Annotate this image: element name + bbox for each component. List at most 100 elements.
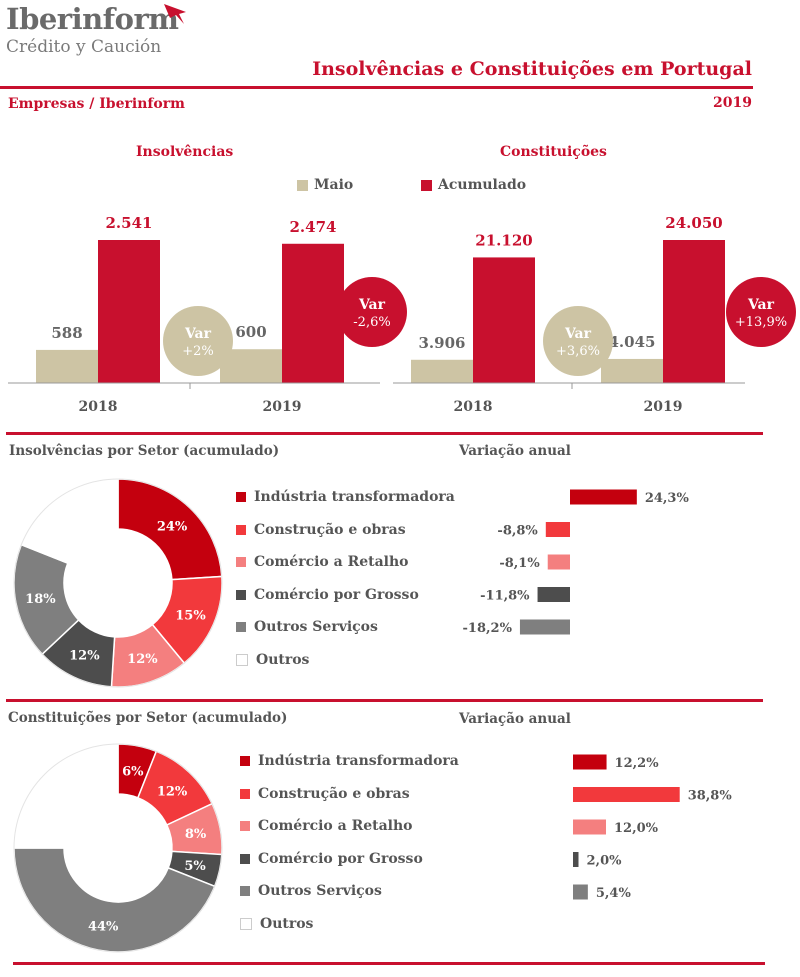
legend-acumulado-label: Acumulado [438, 177, 527, 193]
legend-maio-label: Maio [314, 177, 354, 193]
constituicoes-variacao-title: Variação anual [459, 711, 571, 727]
insolvencias-bar-maio-2018 [36, 349, 98, 383]
constituicoes-label-acumulado-2019: 24.050 [665, 214, 722, 232]
constituicoes-legend-swatch-outros [240, 917, 252, 930]
constituicoes-variacao-value-industria-transformadora: 12,2% [615, 756, 660, 771]
insolvencias-legend-swatch-construcao-e-obras [236, 524, 246, 535]
constituicoes-variacao-value-construcao-e-obras: 38,8% [688, 789, 733, 804]
constituicoes-donut-slice-label-comercio-a-retalho: 8% [185, 827, 207, 842]
insolvencias-legend-swatch-comercio-por-grosso [236, 589, 246, 600]
insolvencias-variacao-bar-industria-transformadora [570, 489, 637, 505]
insolvencias-legend-item-outros-servicos: Outros Serviços [236, 611, 455, 644]
constituicoes-legend-item-comercio-por-grosso: Comércio por Grosso [240, 843, 459, 876]
constituicoes-setor-title: Constituições por Setor (acumulado) [8, 710, 288, 726]
insolvencias-donut-slice-label-industria-transformadora: 24% [157, 519, 188, 534]
constituicoes-variacao-bar-comercio-a-retalho [573, 819, 606, 835]
insolvencias-legend-label-outros: Outros [256, 651, 310, 668]
insolvencias-variacao-value-industria-transformadora: 24,3% [645, 491, 690, 506]
constituicoes-donut-chart: 6% 12% 8% 5% 44% [13, 743, 223, 953]
insolvencias-label-acumulado-2018: 2.541 [106, 214, 153, 232]
constituicoes-bar-acumulado-2018 [473, 257, 535, 383]
constituicoes-legend-swatch-industria-transformadora [240, 756, 250, 767]
bar-charts: 588 2.541 2018 600 2.474 2019 Var +2% Var -2,6% 3.… [8, 214, 796, 415]
insolvencias-bar-maio-2019 [220, 349, 282, 383]
constituicoes-legend-item-outros-servicos: Outros Serviços [240, 875, 459, 908]
constituicoes-label-maio-2019: 4.045 [609, 333, 656, 351]
constituicoes-donut-slice-outros [13, 743, 119, 849]
constituicoes-donut-outline [13, 743, 223, 953]
insolvencias-variacao-value-comercio-por-grosso: -11,8% [480, 589, 530, 604]
constituicoes-variacao-bar-industria-transformadora [573, 754, 607, 770]
legend-maio: Maio [297, 177, 353, 193]
constituicoes-bar-maio-2018 [411, 359, 473, 383]
insolvencias-var-bubble-maio [163, 306, 233, 376]
insolvencias-donut-slice-label-construcao-e-obras: 15% [175, 608, 206, 623]
constituicoes-variacao-value-comercio-por-grosso: 2,0% [587, 854, 623, 869]
insolvencias-legend-swatch-outros-servicos [236, 622, 246, 633]
insolvencias-donut-slice-outros [20, 478, 119, 565]
constituicoes-var-label-maio: Var [564, 326, 592, 342]
insolvencias-var-bubble-acumulado [337, 277, 407, 347]
insolvencias-donut-outline [13, 478, 223, 688]
constituicoes-legend-label-industria-transformadora: Indústria transformadora [258, 753, 459, 770]
insolvencias-label-maio-2019: 600 [235, 323, 266, 341]
insolvencias-legend-label-comercio-a-retalho: Comércio a Retalho [254, 554, 409, 571]
section-divider-2 [6, 699, 763, 702]
year-label: 2019 [713, 95, 752, 111]
insolvencias-legend-item-industria-transformadora: Indústria transformadora [236, 481, 455, 514]
constituicoes-xtick-2018: 2018 [454, 399, 493, 415]
insolvencias-var-label-acumulado: Var [358, 297, 386, 313]
insolvencias-legend-item-outros: Outros [236, 644, 455, 677]
insolvencias-var-value-acumulado: -2,6% [353, 315, 390, 330]
constituicoes-legend-swatch-comercio-por-grosso [240, 853, 250, 864]
constituicoes-donut-slice-label-industria-transformadora: 6% [122, 764, 144, 779]
insolvencias-variacao-title: Variação anual [459, 443, 571, 459]
constituicoes-bar-maio-2019 [601, 358, 663, 383]
insolvencias-legend-item-comercio-por-grosso: Comércio por Grosso [236, 579, 455, 612]
constituicoes-legend-swatch-outros-servicos [240, 886, 250, 897]
legend-acumulado: Acumulado [421, 177, 526, 193]
insolvencias-legend-label-construcao-e-obras: Construção e obras [254, 521, 406, 538]
constituicoes-sector-legend: Indústria transformadora Construção e obr… [240, 745, 459, 940]
insolvencias-donut-chart: 24% 15% 12% 12% 18% [13, 478, 223, 688]
insolvencias-variacao-value-construcao-e-obras: -8,8% [497, 524, 538, 539]
insolvencias-label-maio-2018: 588 [51, 324, 82, 342]
insolvencias-variacao-chart: 24,3% -8,8% -8,1% -11,8% -18,2% [463, 489, 690, 636]
insolvencias-donut-slice-label-outros-servicos: 18% [25, 592, 56, 607]
insolvencias-var-value-maio: +2% [182, 344, 214, 359]
constituicoes-var-value-maio: +3,6% [556, 344, 600, 359]
insolvencias-xtick-2018: 2018 [79, 399, 118, 415]
insolvencias-legend-swatch-industria-transformadora [236, 492, 246, 503]
insolvencias-legend-swatch-comercio-a-retalho [236, 557, 246, 568]
legend-maio-swatch [297, 179, 308, 191]
insolvencias-var-label-maio: Var [184, 326, 212, 342]
constituicoes-legend-label-construcao-e-obras: Construção e obras [258, 785, 410, 802]
insolvencias-bar-acumulado-2019 [282, 243, 344, 383]
constituicoes-legend-item-construcao-e-obras: Construção e obras [240, 778, 459, 811]
constituicoes-legend-label-comercio-por-grosso: Comércio por Grosso [258, 850, 423, 867]
header-divider [0, 86, 753, 89]
constituicoes-legend-label-outros-servicos: Outros Serviços [258, 883, 382, 900]
insolvencias-sector-legend: Indústria transformadora Construção e obr… [236, 481, 455, 676]
constituicoes-variacao-value-outros-servicos: 5,4% [596, 886, 632, 901]
insolvencias-bar-acumulado-2018 [98, 240, 160, 383]
constituicoes-legend-swatch-comercio-a-retalho [240, 821, 250, 832]
insolvencias-donut-slice-label-comercio-por-grosso: 12% [69, 648, 100, 663]
footer-divider [13, 962, 765, 965]
constituicoes-label-acumulado-2018: 21.120 [475, 231, 532, 249]
insolvencias-legend-label-comercio-por-grosso: Comércio por Grosso [254, 586, 419, 603]
insolvencias-variacao-value-comercio-a-retalho: -8,1% [499, 556, 540, 571]
constituicoes-donut-slice-label-comercio-por-grosso: 5% [184, 859, 206, 874]
constituicoes-bar-acumulado-2019 [663, 240, 725, 383]
brand-name: Iberinform [6, 2, 179, 36]
insolvencias-legend-item-construcao-e-obras: Construção e obras [236, 514, 455, 547]
constituicoes-variacao-bar-construcao-e-obras [573, 787, 680, 802]
insolvencias-donut-slice-label-comercio-a-retalho: 12% [127, 652, 158, 667]
insolvencias-variacao-value-outros-servicos: -18,2% [463, 621, 513, 636]
constituicoes-var-bubble-acumulado [726, 277, 796, 347]
constituicoes-var-label-acumulado: Var [747, 297, 775, 313]
constituicoes-xtick-2019: 2019 [644, 399, 683, 415]
constituicoes-legend-label-comercio-a-retalho: Comércio a Retalho [258, 818, 413, 835]
page-title: Insolvências e Constituições em Portugal [312, 58, 752, 80]
insolvencias-legend-swatch-outros [236, 653, 248, 666]
